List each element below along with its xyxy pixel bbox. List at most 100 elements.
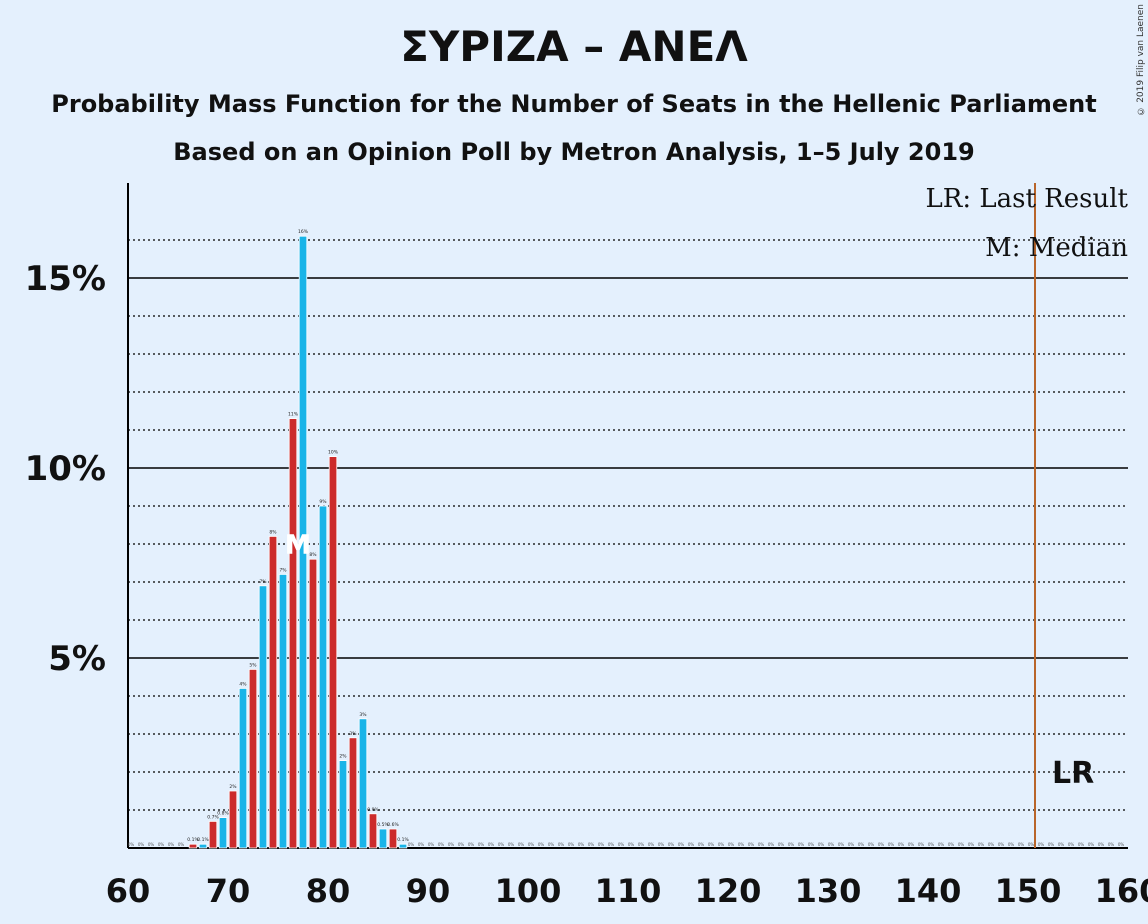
seat-bar [308,558,318,849]
zero-value-label: 0% [788,842,795,847]
seat-bar [378,828,388,849]
zero-value-label: 0% [878,842,885,847]
zero-value-label: 0% [1118,842,1125,847]
zero-value-label: 0% [928,842,935,847]
zero-value-label: 0% [728,842,735,847]
zero-value-label: 0% [648,842,655,847]
zero-value-label: 0% [1078,842,1085,847]
zero-value-label: 0% [748,842,755,847]
zero-value-label: 0% [148,842,155,847]
x-tick-label: 110 [595,872,662,910]
bar-value-label: 0.7% [207,814,219,820]
seat-bar [228,790,238,849]
zero-value-label: 0% [948,842,955,847]
zero-value-label: 0% [618,842,625,847]
zero-value-label: 0% [1008,842,1015,847]
zero-value-label: 0% [678,842,685,847]
seat-bar [238,688,248,849]
seat-bar [358,718,368,849]
bar-value-label: 8% [309,552,317,558]
zero-value-label: 0% [918,842,925,847]
zero-value-label: 0% [848,842,855,847]
zero-value-label: 0% [698,842,705,847]
zero-value-label: 0% [608,842,615,847]
x-tick-label: 160 [1095,872,1148,910]
x-tick-label: 100 [495,872,562,910]
chart-title: ΣΥΡΙΖΑ – ΑΝΕΛ [400,22,748,71]
bar-value-label: 8% [269,529,277,535]
seat-bar [208,821,218,849]
zero-value-label: 0% [428,842,435,847]
zero-value-label: 0% [1018,842,1025,847]
zero-value-label: 0% [888,842,895,847]
zero-value-label: 0% [628,842,635,847]
zero-value-label: 0% [868,842,875,847]
zero-value-label: 0% [998,842,1005,847]
bar-value-label: 16% [298,229,309,235]
zero-value-label: 0% [738,842,745,847]
zero-value-label: 0% [158,842,165,847]
zero-value-label: 0% [1038,842,1045,847]
bar-value-label: 0.1% [397,837,409,843]
zero-value-label: 0% [968,842,975,847]
bar-value-label: 7% [259,579,267,585]
zero-value-label: 0% [978,842,985,847]
bar-value-label: 11% [288,412,299,418]
seat-bar [198,843,208,849]
bar-value-label: 9% [319,499,327,505]
x-tick-label: 150 [995,872,1062,910]
bar-value-label: 7% [279,567,287,573]
zero-value-label: 0% [168,842,175,847]
seat-bar [258,585,268,849]
x-tick-label: 80 [306,872,351,910]
seat-bar [338,760,348,849]
bar-value-label: 10% [328,450,339,456]
bar-value-label: 0.5% [377,822,389,828]
seat-bar [398,843,408,849]
zero-value-label: 0% [518,842,525,847]
zero-value-label: 0% [898,842,905,847]
seat-bar [328,456,338,849]
zero-value-label: 0% [508,842,515,847]
bar-value-label: 4% [239,681,247,687]
zero-value-label: 0% [1068,842,1075,847]
seat-bar [318,505,328,849]
zero-value-label: 0% [488,842,495,847]
zero-value-label: 0% [828,842,835,847]
seat-bar [368,813,378,849]
zero-value-label: 0% [1028,842,1035,847]
zero-value-label: 0% [438,842,445,847]
zero-value-label: 0% [458,842,465,847]
zero-value-label: 0% [548,842,555,847]
x-tick-label: 120 [695,872,762,910]
x-tick-label: 90 [406,872,451,910]
seat-bar [248,669,258,849]
bar-value-label: 2% [229,784,237,790]
zero-value-label: 0% [938,842,945,847]
zero-value-label: 0% [1058,842,1065,847]
zero-value-label: 0% [758,842,765,847]
zero-value-label: 0% [538,842,545,847]
x-tick-label: 130 [795,872,862,910]
bar-value-label: 0.6% [387,822,399,828]
zero-value-label: 0% [688,842,695,847]
bar-value-label: 3% [349,731,357,737]
zero-value-label: 0% [568,842,575,847]
median-marker: M [285,531,311,561]
zero-value-label: 0% [668,842,675,847]
zero-value-label: 0% [988,842,995,847]
zero-value-label: 0% [718,842,725,847]
bar-value-label: 0.1% [197,837,209,843]
zero-value-label: 0% [818,842,825,847]
chart-subtitle: Probability Mass Function for the Number… [51,90,1097,118]
bar-value-label: 0.9% [367,807,379,813]
zero-value-label: 0% [138,842,145,847]
zero-value-label: 0% [128,842,135,847]
seat-bar [268,536,278,849]
seat-bar [298,235,308,849]
zero-value-label: 0% [1048,842,1055,847]
seat-bar [388,828,398,849]
zero-value-label: 0% [468,842,475,847]
zero-value-label: 0% [808,842,815,847]
